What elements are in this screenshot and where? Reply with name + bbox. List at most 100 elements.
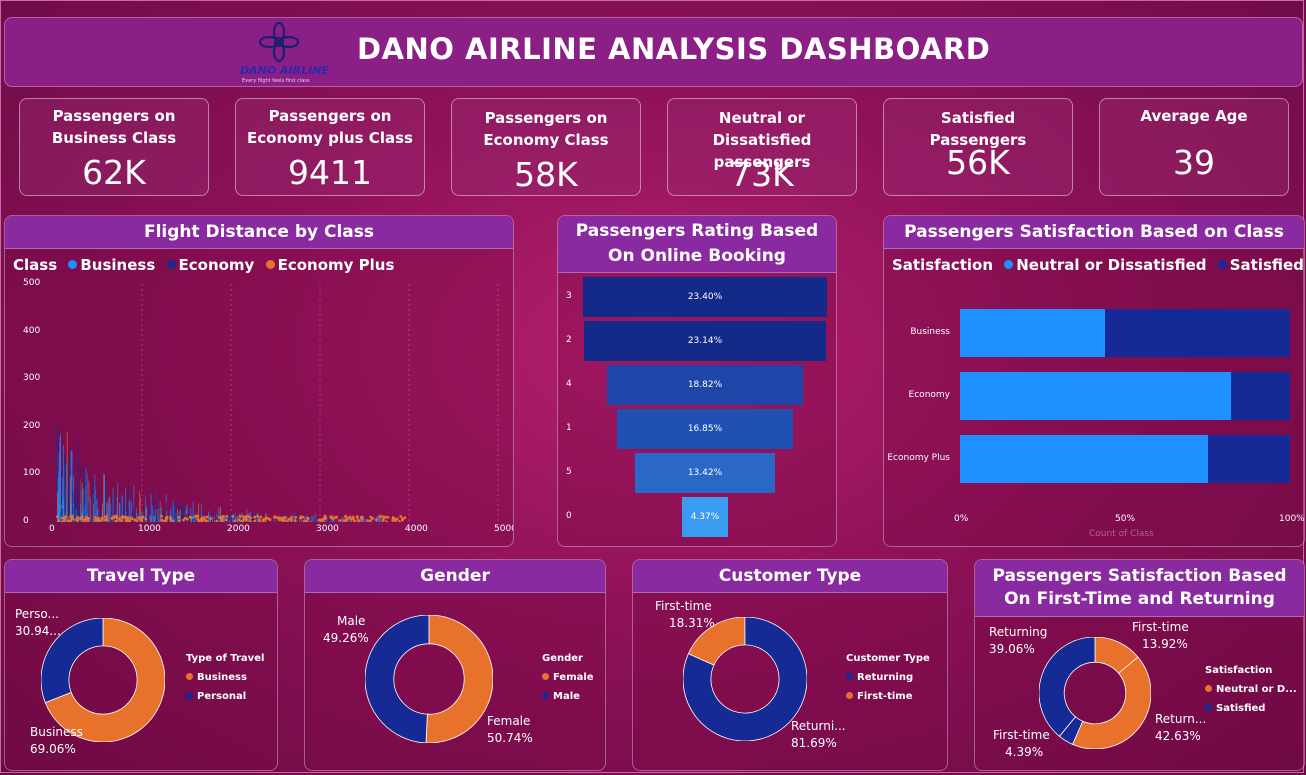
scatter-plot-area[interactable] xyxy=(53,284,505,522)
scatter-point xyxy=(273,515,277,519)
funnel-bar[interactable]: 18.82% xyxy=(606,365,804,405)
scatter-point xyxy=(218,515,221,519)
scatter-point xyxy=(165,515,169,519)
slice-label-returning: Returni... 81.69% xyxy=(791,719,846,750)
slice-label-female: Female 50.74% xyxy=(487,714,533,745)
scatter-point xyxy=(294,515,298,519)
scatter-point xyxy=(94,516,97,519)
scatter-point xyxy=(114,514,118,518)
scatter-point xyxy=(263,517,267,520)
scatter-point xyxy=(63,518,67,521)
kpi-card-satisfied[interactable]: Satisfied Passengers 56K xyxy=(883,98,1073,196)
scatter-point xyxy=(399,514,403,518)
legend-item-economy-plus[interactable]: Economy Plus xyxy=(277,256,395,274)
slice-label-business: Business 69.06% xyxy=(30,725,83,756)
x-axis-title: Count of Class xyxy=(1089,529,1154,539)
kpi-label: Passengers on Economy Class xyxy=(483,109,609,149)
online-booking-panel[interactable]: Passengers Rating Based On Online Bookin… xyxy=(557,215,837,547)
first-returning-panel[interactable]: Passengers Satisfaction Based On First-T… xyxy=(974,559,1305,771)
x-tick: 1000 xyxy=(138,524,161,534)
funnel-bar[interactable]: 4.37% xyxy=(682,497,728,537)
y-category: Business xyxy=(910,327,950,337)
funnel-category: 2 xyxy=(566,335,572,345)
customer-type-panel[interactable]: Customer Type First-time 18.31% Returni..… xyxy=(632,559,948,771)
bar-satisfied[interactable] xyxy=(1207,435,1290,483)
panel-title: Passengers Satisfaction Based On First-T… xyxy=(975,560,1304,617)
bar-satisfied[interactable] xyxy=(1105,309,1290,357)
scatter-point xyxy=(238,515,242,518)
scatter-point xyxy=(117,517,121,521)
gender-donut[interactable] xyxy=(365,615,493,743)
scatter-point xyxy=(244,515,248,519)
bar-neutral[interactable] xyxy=(960,309,1106,357)
scatter-point xyxy=(355,515,359,518)
y-tick: 300 xyxy=(23,373,41,384)
scatter-point xyxy=(199,517,203,521)
scatter-point xyxy=(258,518,261,522)
legend-item-neutral[interactable]: Neutral or Dissatisfied xyxy=(1016,256,1207,274)
customer-type-donut[interactable] xyxy=(683,617,807,741)
gender-panel[interactable]: Gender Male 49.26% Female 50.74% Gender Fe… xyxy=(304,559,606,771)
travel-type-donut[interactable] xyxy=(41,618,165,742)
legend-item-neutral[interactable]: Neutral or D... xyxy=(1205,680,1297,699)
legend-dot-icon xyxy=(1217,260,1227,269)
kpi-value: 73K xyxy=(730,155,794,194)
legend-item-female[interactable]: Female xyxy=(542,668,594,687)
first-returning-donut[interactable] xyxy=(1039,637,1151,749)
bar-neutral[interactable] xyxy=(960,435,1208,483)
scatter-point xyxy=(241,518,245,522)
scatter-point xyxy=(66,519,70,522)
satisfaction-class-panel[interactable]: Passengers Satisfaction Based on Class S… xyxy=(883,215,1305,547)
airline-logo: DANO AIRLINE Every flight feels first cl… xyxy=(235,18,335,88)
scatter-point xyxy=(198,520,202,522)
kpi-label: Average Age xyxy=(1140,107,1248,125)
kpi-value: 9411 xyxy=(288,153,372,192)
kpi-card-average-age[interactable]: Average Age 39 xyxy=(1099,98,1289,196)
kpi-card-dissatisfied[interactable]: Neutral or Dissatisfied passengers 73K xyxy=(667,98,857,196)
scatter-point xyxy=(382,518,385,522)
panel-title: Travel Type xyxy=(5,560,277,593)
legend-item-business[interactable]: Business xyxy=(186,668,264,687)
scatter-point xyxy=(386,515,390,519)
legend-item-business[interactable]: Business xyxy=(80,256,156,274)
kpi-card-economy[interactable]: Passengers on Economy Class 58K xyxy=(451,98,641,196)
scatter-point xyxy=(382,515,385,519)
funnel-bar[interactable]: 23.14% xyxy=(584,321,826,361)
scatter-point xyxy=(129,516,133,520)
scatter-point xyxy=(85,515,88,519)
scatter-point xyxy=(55,515,59,519)
kpi-card-business[interactable]: Passengers on Business Class 62K xyxy=(19,98,209,196)
flight-distance-panel[interactable]: Flight Distance by Class Class Business … xyxy=(4,215,514,547)
travel-type-panel[interactable]: Travel Type Perso... 30.94... Business 69.… xyxy=(4,559,278,771)
bar-satisfied[interactable] xyxy=(1230,372,1290,420)
scatter-point xyxy=(137,516,141,520)
scatter-point xyxy=(105,517,109,520)
scatter-point xyxy=(209,517,213,520)
scatter-point xyxy=(60,520,64,522)
legend-item-satisfied[interactable]: Satisfied xyxy=(1205,699,1297,718)
funnel-bar[interactable]: 13.42% xyxy=(635,453,775,493)
legend-item-satisfied[interactable]: Satisfied xyxy=(1229,256,1304,274)
travel-type-legend: Type of Travel Business Personal xyxy=(186,649,264,706)
funnel-bar[interactable]: 23.40% xyxy=(583,277,827,317)
panel-title: Passengers Rating Based On Online Bookin… xyxy=(558,216,836,273)
legend-item-economy[interactable]: Economy xyxy=(178,256,255,274)
legend-item-returning[interactable]: Returning xyxy=(846,668,930,687)
scatter-point xyxy=(287,517,291,521)
donut-slice xyxy=(41,618,104,704)
scatter-point xyxy=(384,515,388,519)
class-legend: Class Business Economy Economy Plus xyxy=(13,256,394,274)
kpi-card-economy-plus[interactable]: Passengers on Economy plus Class 9411 xyxy=(235,98,425,196)
legend-item-first-time[interactable]: First-time xyxy=(846,687,930,706)
funnel-bar[interactable]: 16.85% xyxy=(617,409,793,449)
scatter-point xyxy=(115,519,119,522)
scatter-point xyxy=(87,517,90,520)
legend-item-personal[interactable]: Personal xyxy=(186,687,264,706)
scatter-point xyxy=(256,515,259,518)
customer-type-legend: Customer Type Returning First-time xyxy=(846,649,930,706)
panel-title: Customer Type xyxy=(633,560,947,593)
bar-neutral[interactable] xyxy=(960,372,1231,420)
x-tick: 4000 xyxy=(405,524,428,534)
y-tick: 100 xyxy=(23,468,41,479)
legend-item-male[interactable]: Male xyxy=(542,687,594,706)
